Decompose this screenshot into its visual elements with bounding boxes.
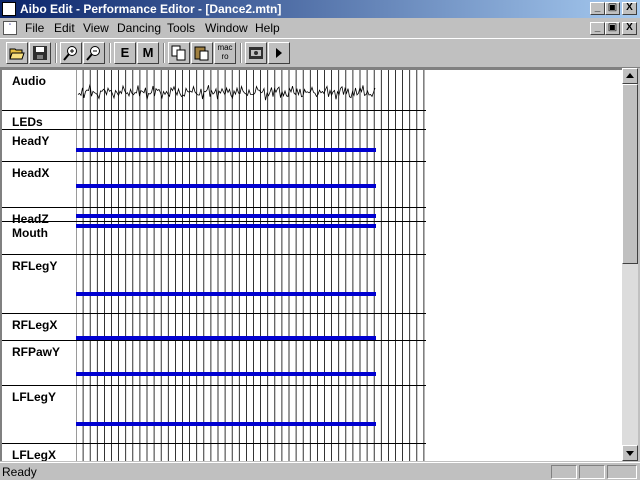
- track-headz[interactable]: HeadZ: [2, 208, 76, 226]
- open-button[interactable]: [6, 42, 28, 64]
- motion-bar-rflegy: [76, 292, 376, 296]
- copy-button[interactable]: [168, 42, 190, 64]
- track-lflegy[interactable]: LFLegY: [2, 386, 76, 444]
- zoom-out-button[interactable]: [83, 42, 105, 64]
- menu-file[interactable]: File: [25, 21, 45, 35]
- folder-open-icon: [9, 48, 25, 60]
- track-label: RFPawY: [12, 345, 61, 359]
- app-icon[interactable]: [2, 2, 16, 16]
- audio-waveform: [77, 84, 376, 101]
- track-label: HeadY: [12, 134, 50, 148]
- track-label: HeadX: [12, 166, 50, 180]
- save-button[interactable]: [29, 42, 51, 64]
- motion-bar-headx: [76, 184, 376, 188]
- arrow-up-icon: [626, 73, 634, 78]
- doc-minimize-button[interactable]: _: [590, 22, 605, 35]
- zoom-in-button[interactable]: [60, 42, 82, 64]
- toolbar-separator: [109, 43, 111, 63]
- scroll-thumb[interactable]: [622, 84, 638, 264]
- track-rflegy[interactable]: RFLegY: [2, 255, 76, 314]
- e-button[interactable]: E: [114, 42, 136, 64]
- track-heady[interactable]: HeadY: [2, 130, 76, 162]
- macro-button[interactable]: mac ro: [214, 42, 236, 64]
- restore-button[interactable]: ▣: [605, 2, 620, 15]
- scroll-up-button[interactable]: [622, 68, 638, 84]
- toolbar-separator: [55, 43, 57, 63]
- menu-tools[interactable]: Tools: [167, 21, 196, 35]
- status-panel: [551, 465, 577, 479]
- m-button[interactable]: M: [137, 42, 159, 64]
- paste-button[interactable]: [191, 42, 213, 64]
- doc-restore-button[interactable]: ▣: [605, 22, 620, 35]
- zoom-out-icon: [86, 46, 100, 61]
- menu-bar: ▫ File Edit View Dancing Tools Window He…: [0, 18, 640, 38]
- copy-icon: [171, 45, 186, 61]
- track-label: HeadZ: [12, 212, 49, 226]
- play-button[interactable]: [268, 42, 290, 64]
- arrow-down-icon: [626, 451, 634, 456]
- motion-bar-heady: [76, 148, 376, 152]
- track-mouth[interactable]: Mouth: [2, 222, 76, 255]
- motion-bar-mouth: [76, 224, 376, 228]
- menu-view[interactable]: View: [83, 21, 109, 35]
- track-label: LFLegY: [12, 390, 56, 404]
- motion-bar-rfpawy: [76, 372, 376, 376]
- status-text: Ready: [2, 465, 37, 479]
- document-icon[interactable]: ▫: [3, 21, 17, 35]
- title-bar[interactable]: Aibo Edit - Performance Editor - [Dance2…: [0, 0, 640, 18]
- track-audio[interactable]: Audio: [2, 70, 76, 111]
- vertical-scrollbar[interactable]: [622, 68, 638, 461]
- menu-window[interactable]: Window: [205, 21, 248, 35]
- toolbar-separator: [240, 43, 242, 63]
- status-panel: [607, 465, 637, 479]
- motion-bar-rflegx: [76, 336, 376, 340]
- track-label: LEDs: [12, 115, 43, 129]
- motion-bar-lflegy: [76, 422, 376, 426]
- play-icon: [276, 48, 282, 58]
- floppy-save-icon: [33, 46, 47, 60]
- menu-dancing[interactable]: Dancing: [117, 21, 162, 35]
- menu-help[interactable]: Help: [255, 21, 280, 35]
- paste-icon: [194, 46, 209, 61]
- menu-edit[interactable]: Edit: [54, 21, 75, 35]
- track-label: Mouth: [12, 226, 48, 240]
- track-rflegx[interactable]: RFLegX: [2, 314, 76, 341]
- zoom-in-icon: [63, 46, 77, 61]
- aibo-robot-icon: [249, 47, 263, 59]
- minimize-button[interactable]: _: [590, 2, 605, 15]
- track-leds[interactable]: LEDs: [2, 111, 76, 130]
- track-label: Audio: [12, 74, 46, 88]
- track-headx[interactable]: HeadX: [2, 162, 76, 208]
- close-button[interactable]: X: [622, 2, 637, 15]
- track-label: RFLegY: [12, 259, 58, 273]
- scroll-down-button[interactable]: [622, 445, 638, 461]
- track-label: LFLegX: [12, 448, 56, 461]
- doc-close-button[interactable]: X: [622, 22, 637, 35]
- timeline-grid[interactable]: [76, 70, 426, 461]
- toolbar-separator: [163, 43, 165, 63]
- aibo-button[interactable]: [245, 42, 267, 64]
- performance-editor-view[interactable]: Audio LEDs HeadY HeadX HeadZ Mouth RFLegY RFLeg…: [0, 68, 622, 461]
- status-panel: [579, 465, 605, 479]
- track-lflegx[interactable]: LFLegX: [2, 444, 76, 461]
- window-title: Aibo Edit - Performance Editor - [Dance2…: [20, 2, 282, 16]
- track-rfpawy[interactable]: RFPawY: [2, 341, 76, 386]
- track-label: RFLegX: [12, 318, 58, 332]
- status-bar: Ready: [0, 462, 640, 480]
- toolbar: E M mac ro: [0, 38, 640, 68]
- motion-bar-headz: [76, 214, 376, 218]
